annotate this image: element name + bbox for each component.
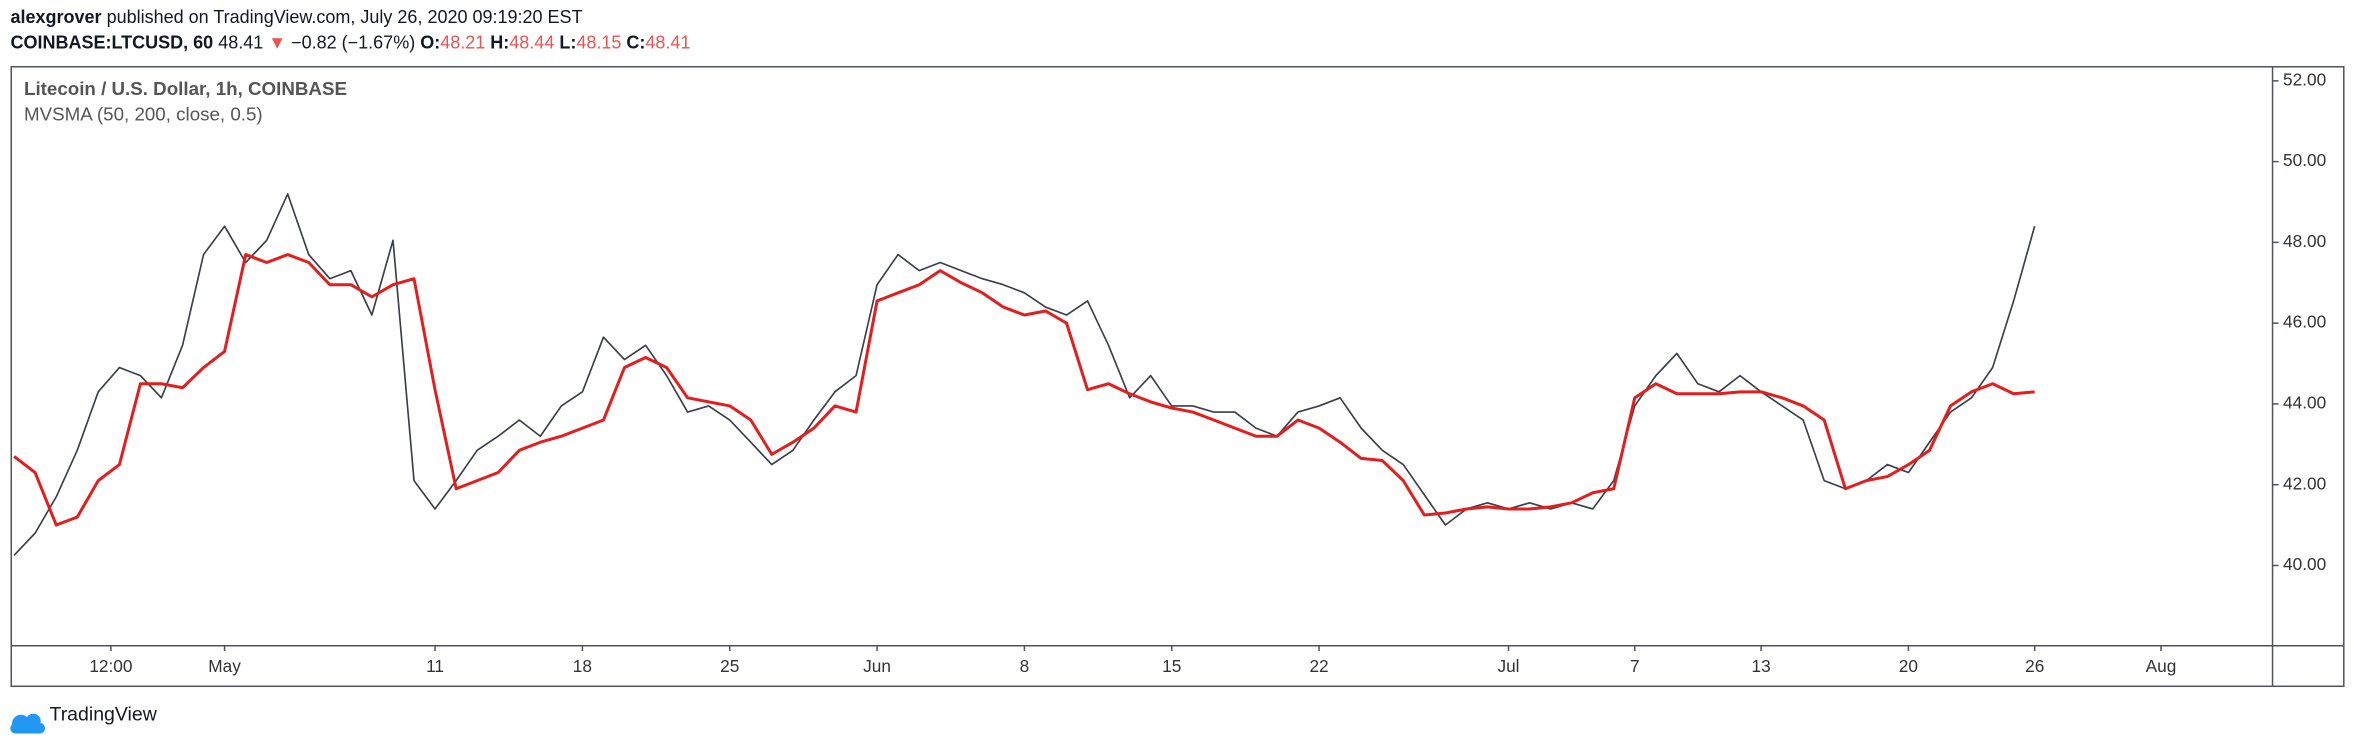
arrow: ▼ xyxy=(268,32,286,52)
indicator-line xyxy=(13,253,2035,527)
author: alexgrover xyxy=(11,7,102,27)
x-tick-label: Aug xyxy=(2146,656,2177,676)
c-label: C: xyxy=(626,32,645,52)
change: −0.82 (−1.67%) xyxy=(291,32,415,52)
published: published on TradingView.com, July 26, 2… xyxy=(107,7,583,27)
x-tick-label: 22 xyxy=(1309,656,1328,676)
frame xyxy=(10,66,2345,688)
indicator-legend: MVSMA (50, 200, close, 0.5) xyxy=(24,103,263,124)
footer-brand: TradingView xyxy=(50,704,158,726)
x-tick-label: 13 xyxy=(1751,656,1770,676)
x-tick-label: May xyxy=(208,656,241,676)
x-tick-label: 15 xyxy=(1162,656,1181,676)
y-tick-label: 50.00 xyxy=(2283,150,2326,170)
logo-cloud xyxy=(10,713,46,734)
x-tick-label: 8 xyxy=(1020,656,1030,676)
y-tick-label: 44.00 xyxy=(2283,392,2326,412)
y-tick-label: 48.00 xyxy=(2283,231,2326,251)
c: 48.41 xyxy=(645,32,690,52)
x-tick-label: 7 xyxy=(1630,656,1640,676)
h: 48.44 xyxy=(509,32,554,52)
y-tick-label: 42.00 xyxy=(2283,473,2326,493)
symbol: COINBASE:LTCUSD, 60 xyxy=(11,32,214,52)
l: 48.15 xyxy=(576,32,621,52)
y-tick-label: 52.00 xyxy=(2283,69,2326,89)
header-line: alexgrover published on TradingView.com,… xyxy=(11,7,583,27)
x-tick-label: 26 xyxy=(2025,656,2044,676)
x-tick-label: Jul xyxy=(1497,656,1519,676)
o: 48.21 xyxy=(440,32,485,52)
y-tick-label: 46.00 xyxy=(2283,312,2326,332)
h-label: H: xyxy=(490,32,509,52)
price-line xyxy=(13,193,2036,556)
x-tick-label: Jun xyxy=(863,656,891,676)
last: 48.41 xyxy=(218,32,263,52)
o-label: O: xyxy=(420,32,440,52)
x-tick-label: 20 xyxy=(1899,656,1918,676)
footer-logo: TradingView xyxy=(10,704,158,734)
x-tick-label: 25 xyxy=(720,656,739,676)
x-tick-label: 12:00 xyxy=(89,656,132,676)
y-tick-label: 40.00 xyxy=(2283,554,2326,574)
x-tick-label: 18 xyxy=(573,656,592,676)
l-label: L: xyxy=(559,32,576,52)
x-tick-label: 11 xyxy=(426,656,444,676)
chart-title: Litecoin / U.S. Dollar, 1h, COINBASE xyxy=(24,78,347,99)
quote-line: COINBASE:LTCUSD, 60 48.41 ▼ −0.82 (−1.67… xyxy=(11,32,691,52)
